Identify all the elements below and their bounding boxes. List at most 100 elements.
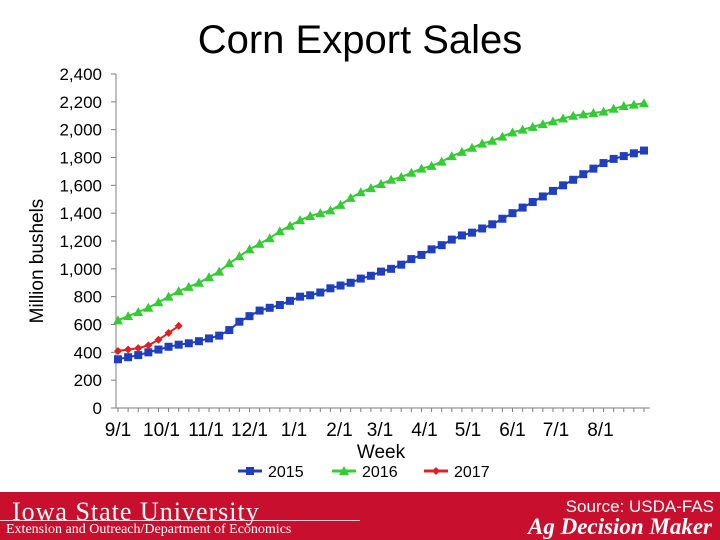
y-tick-label: 600 bbox=[74, 316, 102, 335]
data-point-2015 bbox=[629, 149, 638, 158]
data-point-2016 bbox=[487, 135, 498, 145]
x-tick-label: 1/1 bbox=[281, 420, 307, 441]
data-point-2016 bbox=[295, 215, 306, 225]
data-point-2015 bbox=[518, 203, 527, 212]
data-point-2015 bbox=[609, 154, 618, 163]
legend-marker-2016 bbox=[339, 466, 349, 475]
data-point-2015 bbox=[326, 284, 335, 293]
data-point-2016 bbox=[517, 124, 528, 134]
data-point-2016 bbox=[456, 146, 467, 156]
y-tick-label: 0 bbox=[93, 399, 102, 418]
data-point-2017 bbox=[124, 345, 133, 354]
data-point-2015 bbox=[285, 296, 294, 305]
data-point-2015 bbox=[599, 159, 608, 168]
data-point-2015 bbox=[306, 291, 315, 300]
data-point-2016 bbox=[375, 178, 386, 188]
data-point-2016 bbox=[365, 183, 376, 193]
data-point-2015 bbox=[447, 235, 456, 244]
y-tick-label: 1,600 bbox=[59, 176, 102, 195]
data-point-2016 bbox=[315, 208, 326, 218]
data-point-2015 bbox=[235, 317, 244, 326]
data-point-2016 bbox=[618, 101, 629, 111]
university-logo: Iowa State University bbox=[12, 497, 260, 526]
data-point-2016 bbox=[467, 142, 478, 152]
data-point-2016 bbox=[204, 272, 215, 282]
data-point-2016 bbox=[193, 277, 204, 287]
data-point-2016 bbox=[386, 174, 397, 184]
data-point-2016 bbox=[628, 99, 639, 109]
data-point-2017 bbox=[114, 346, 122, 355]
data-point-2015 bbox=[498, 214, 507, 223]
data-point-2017 bbox=[174, 321, 183, 330]
data-point-2016 bbox=[264, 233, 275, 243]
data-point-2015 bbox=[265, 303, 274, 312]
data-point-2015 bbox=[114, 355, 122, 364]
y-axis-label: Million bushels bbox=[27, 199, 48, 324]
chart-canvas: 0 200 400 600 800 1,000 1,200 1,400 1,600 1,800 2,… bbox=[27, 65, 650, 481]
data-point-2015 bbox=[316, 288, 325, 297]
data-point-2016 bbox=[558, 113, 569, 123]
legend-label-2015: 2015 bbox=[268, 464, 304, 481]
data-point-2015 bbox=[619, 152, 628, 161]
y-tick-label: 2,000 bbox=[59, 121, 102, 140]
data-point-2015 bbox=[255, 306, 264, 315]
data-point-2015 bbox=[154, 345, 163, 354]
data-point-2015 bbox=[245, 312, 254, 321]
data-point-2016 bbox=[163, 291, 174, 301]
data-point-2016 bbox=[133, 306, 144, 316]
x-axis-label: Week bbox=[357, 442, 406, 463]
y-tick-label: 2,200 bbox=[59, 93, 102, 112]
x-tick-label: 8/1 bbox=[587, 420, 613, 441]
data-point-2016 bbox=[173, 286, 184, 296]
x-tick-label: 3/1 bbox=[367, 420, 393, 441]
x-tick-label: 7/1 bbox=[543, 420, 569, 441]
data-point-2015 bbox=[225, 326, 234, 335]
data-point-2015 bbox=[427, 245, 436, 254]
data-point-2015 bbox=[174, 340, 183, 349]
data-point-2016 bbox=[598, 106, 609, 116]
data-point-2016 bbox=[396, 171, 407, 181]
data-point-2015 bbox=[468, 228, 477, 237]
source-label: Source: USDA-FAS bbox=[565, 497, 714, 516]
data-point-2015 bbox=[538, 192, 547, 201]
data-point-2016 bbox=[214, 266, 225, 276]
x-tick-label: 11/1 bbox=[188, 420, 224, 441]
data-point-2016 bbox=[305, 210, 316, 220]
data-point-2015 bbox=[296, 292, 305, 301]
data-point-2016 bbox=[153, 297, 164, 307]
y-tick-label: 2,400 bbox=[59, 65, 102, 84]
data-point-2016 bbox=[254, 238, 265, 248]
footer-bar bbox=[0, 492, 720, 540]
data-point-2016 bbox=[497, 131, 508, 141]
data-point-2017 bbox=[134, 344, 143, 353]
x-tick-label: 5/1 bbox=[455, 420, 481, 441]
data-point-2016 bbox=[507, 127, 518, 137]
data-point-2017 bbox=[164, 328, 173, 337]
y-tick-label: 1,200 bbox=[59, 232, 102, 251]
y-tick-label: 400 bbox=[74, 343, 102, 362]
data-point-2015 bbox=[508, 209, 517, 218]
data-point-2016 bbox=[345, 192, 356, 202]
data-point-2015 bbox=[639, 146, 648, 155]
data-point-2016 bbox=[335, 199, 346, 209]
data-point-2015 bbox=[417, 250, 426, 259]
data-point-2016 bbox=[224, 258, 235, 268]
x-tick-label: 2/1 bbox=[326, 420, 352, 441]
x-tick-label: 6/1 bbox=[499, 420, 525, 441]
data-point-2015 bbox=[397, 260, 406, 269]
data-point-2015 bbox=[589, 164, 598, 173]
series-line-2016 bbox=[117, 102, 645, 322]
data-point-2016 bbox=[143, 302, 154, 312]
data-point-2015 bbox=[194, 337, 203, 346]
data-point-2016 bbox=[426, 160, 437, 170]
y-tick-label: 1,400 bbox=[59, 204, 102, 223]
y-tick-label: 1,000 bbox=[59, 260, 102, 279]
legend-label-2016: 2016 bbox=[362, 464, 398, 481]
data-point-2015 bbox=[559, 181, 568, 190]
y-tick-label: 200 bbox=[74, 371, 102, 390]
data-point-2016 bbox=[123, 311, 134, 321]
data-point-2016 bbox=[183, 281, 194, 291]
data-point-2015 bbox=[387, 264, 396, 273]
data-point-2015 bbox=[184, 339, 193, 348]
data-point-2015 bbox=[407, 255, 416, 264]
